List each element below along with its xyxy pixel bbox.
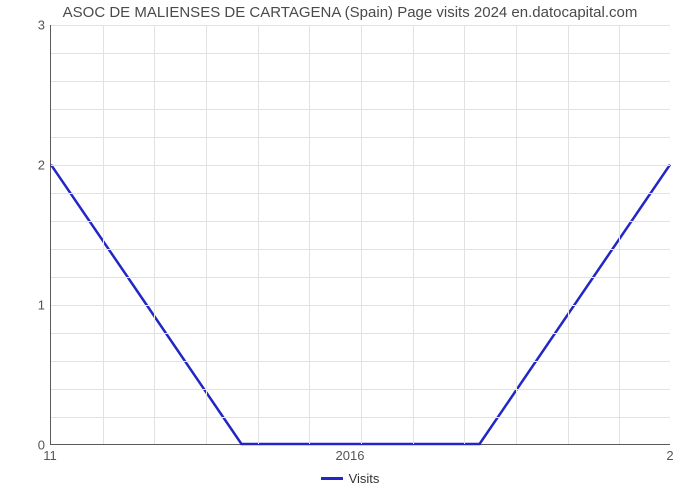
legend-label: Visits xyxy=(349,471,380,486)
plot-area xyxy=(50,25,670,445)
gridline-vertical xyxy=(258,25,259,444)
gridline-vertical xyxy=(154,25,155,444)
gridline-vertical xyxy=(568,25,569,444)
x-axis-center-label: 2016 xyxy=(0,448,700,463)
y-tick-label: 3 xyxy=(30,18,45,33)
gridline-vertical xyxy=(103,25,104,444)
gridline-vertical xyxy=(413,25,414,444)
x-tick-label-right: 2 xyxy=(666,448,673,463)
gridline-vertical xyxy=(206,25,207,444)
gridline-vertical xyxy=(361,25,362,444)
gridline-vertical xyxy=(516,25,517,444)
gridline-vertical xyxy=(464,25,465,444)
legend: Visits xyxy=(0,470,700,486)
y-tick-label: 2 xyxy=(30,158,45,173)
gridline-vertical xyxy=(309,25,310,444)
y-tick-label: 1 xyxy=(30,298,45,313)
chart-title: ASOC DE MALIENSES DE CARTAGENA (Spain) P… xyxy=(0,4,700,21)
gridline-vertical xyxy=(619,25,620,444)
legend-line-icon xyxy=(321,477,343,480)
x-tick-label-left: 11 xyxy=(43,448,57,463)
